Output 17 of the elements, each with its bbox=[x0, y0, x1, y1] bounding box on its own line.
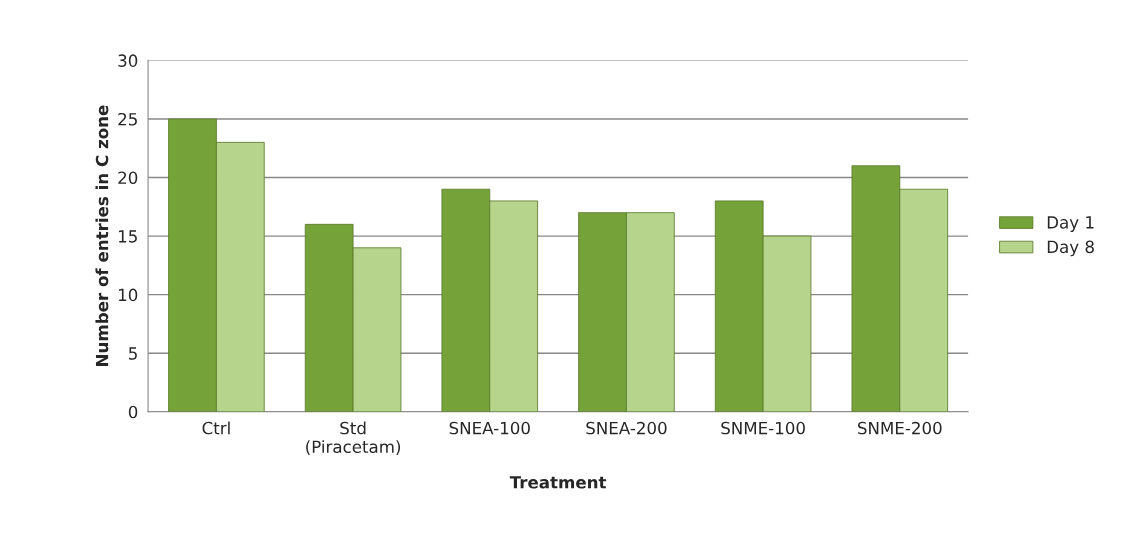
y-tick-label: 20 bbox=[118, 171, 138, 185]
x-tick-label: SNME-100 bbox=[721, 421, 805, 435]
y-tick-label: 0 bbox=[128, 405, 138, 419]
x-tick-label: SNEA-200 bbox=[586, 421, 667, 435]
x-tick-label: Ctrl bbox=[202, 421, 230, 435]
y-tick-label: 5 bbox=[129, 347, 137, 360]
x-tick-label: SNME-200 bbox=[858, 421, 942, 435]
x-tick-label: SNEA-100 bbox=[449, 421, 530, 435]
legend-label: Day 8 bbox=[1047, 240, 1094, 257]
x-axis-title: Treatment bbox=[509, 476, 607, 489]
x-tick-label: Std (Piracetam) bbox=[306, 421, 401, 455]
y-tick-label: 30 bbox=[118, 54, 138, 67]
y-tick-label: 25 bbox=[118, 112, 137, 126]
y-axis-title: Number of entries in C zone bbox=[95, 105, 109, 366]
y-tick-label: 10 bbox=[118, 288, 138, 302]
y-tick-label: 15 bbox=[118, 230, 137, 243]
legend-label: Day 1 bbox=[1047, 216, 1094, 232]
